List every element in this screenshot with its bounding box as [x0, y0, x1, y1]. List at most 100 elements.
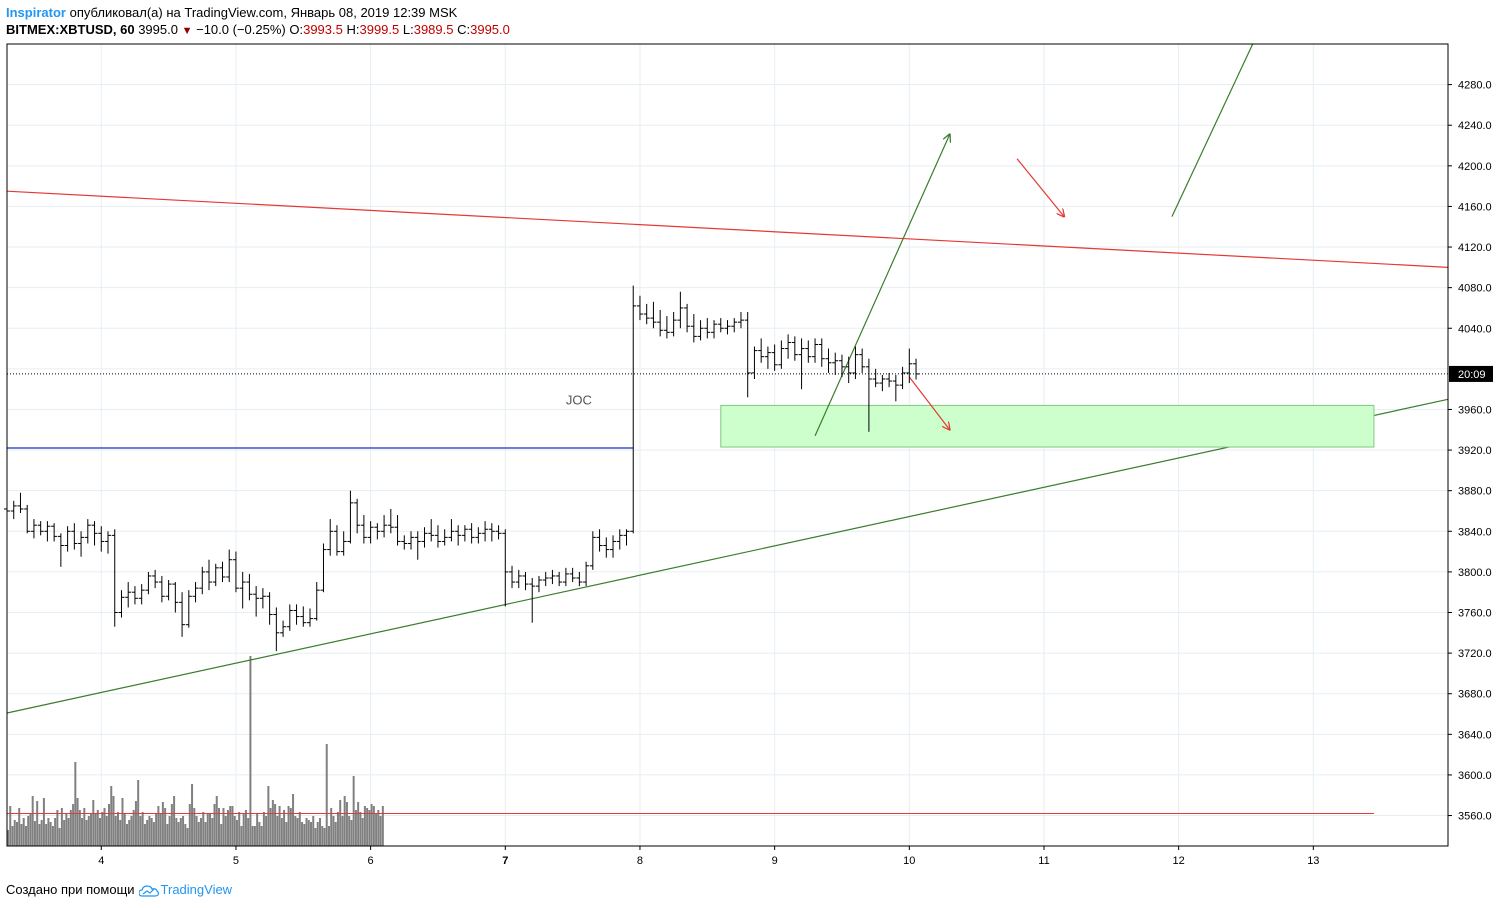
volume-bar — [177, 822, 180, 846]
volume-bar — [215, 796, 218, 846]
demand-zone[interactable] — [720, 404, 1375, 448]
plot-border — [6, 43, 1449, 847]
volume-bar — [325, 744, 328, 846]
volume-bar — [155, 814, 158, 846]
ohlc-bar — [360, 515, 367, 544]
x-tick-label: 12 — [1173, 855, 1185, 867]
author-link[interactable]: Inspirator — [6, 5, 66, 20]
volume-bar — [7, 830, 9, 846]
volume-bar — [173, 796, 176, 846]
arrow-down-2[interactable] — [1016, 158, 1064, 217]
chart-drawings[interactable]: JOC — [6, 43, 1449, 714]
y-tick-label: 3760.0 — [1458, 608, 1492, 620]
ohlc-bar — [704, 318, 711, 339]
volume-bar — [318, 818, 321, 846]
volume-bar — [150, 818, 153, 846]
volume-bar — [137, 780, 140, 846]
volume-bar — [231, 806, 234, 846]
volume-bar — [125, 824, 128, 846]
ohlc-bar — [374, 523, 381, 540]
volume-bar — [341, 816, 344, 846]
y-tick-label: 3880.0 — [1458, 486, 1492, 498]
ohlc-bar — [643, 303, 650, 325]
volume-bar — [339, 800, 342, 846]
low-label: L: — [402, 22, 414, 37]
arrow-up-1[interactable] — [814, 134, 950, 437]
ohlc-bar — [71, 523, 78, 550]
ohlc-bar — [468, 523, 475, 544]
arrow-down-1[interactable] — [908, 376, 949, 430]
volume-bar — [316, 822, 319, 846]
time-axis[interactable]: 4 5 6 7 8 9 10 11 12 13 — [98, 846, 1319, 867]
volume-bar — [65, 814, 68, 846]
ohlc-bar — [785, 334, 792, 359]
ohlc-bar — [879, 374, 886, 392]
y-tick-label: 4120.0 — [1458, 242, 1492, 254]
ohlc-bar — [522, 571, 529, 591]
ohlc-bar — [865, 358, 872, 432]
volume-bar — [76, 798, 79, 846]
ohlc-bar — [913, 358, 920, 380]
ohlc-bar — [886, 372, 893, 388]
volume-bar — [292, 794, 295, 846]
ohlc-bar — [717, 318, 724, 333]
volume-bar — [29, 814, 32, 846]
ohlc-bar — [724, 320, 731, 335]
volume-bar — [143, 824, 146, 846]
ohlc-bar — [818, 338, 825, 367]
ohlc-bar — [428, 519, 435, 542]
volume-bar — [310, 822, 313, 846]
symbol-label[interactable]: BITMEX:XBTUSD, 60 — [6, 22, 135, 37]
volume-bar — [222, 808, 225, 846]
volume-bar — [258, 822, 261, 846]
volume-bar — [184, 824, 187, 846]
volume-bar — [280, 818, 283, 846]
volume-bar — [354, 810, 357, 846]
ohlc-bar — [131, 586, 138, 605]
tradingview-cloud-icon — [137, 885, 159, 900]
volume-bar — [274, 804, 277, 846]
ohlc-bar — [327, 519, 334, 556]
y-tick-label: 4040.0 — [1458, 323, 1492, 335]
ohlc-bar — [576, 571, 583, 587]
ohlc-bar — [333, 525, 340, 556]
volume-bar — [157, 806, 160, 846]
down-triangle-icon: ▼ — [181, 25, 193, 37]
y-tick-label: 3600.0 — [1458, 770, 1492, 782]
tradingview-link[interactable]: TradingView — [160, 882, 233, 897]
volume-bar — [330, 808, 333, 846]
volume-bar — [265, 816, 268, 846]
y-tick-label: 3960.0 — [1458, 404, 1492, 416]
volume-bar — [303, 824, 306, 846]
volume-bar — [38, 824, 41, 846]
volume-bar — [323, 828, 326, 846]
ohlc-bar — [515, 569, 522, 589]
volume-bar — [123, 814, 126, 846]
volume-bar — [69, 810, 72, 846]
footer-credit: Создано при помощи TradingView — [6, 882, 232, 900]
volume-bar — [141, 812, 144, 846]
price-axis[interactable]: 3560.0 3600.0 3640.0 3680.0 3720.0 3760.0 3800… — [1448, 80, 1493, 823]
ohlc-bar — [630, 285, 637, 534]
volume-bar — [11, 826, 14, 846]
volume-bar — [108, 804, 111, 846]
close-value: 3995.0 — [470, 22, 510, 37]
up-line-2[interactable] — [1171, 43, 1254, 217]
volume-bar — [224, 816, 227, 846]
ohlc-bar — [771, 344, 778, 371]
support-line[interactable] — [6, 398, 1449, 714]
ohlc-bar — [78, 531, 85, 557]
price-tag — [1449, 365, 1493, 382]
volume-bar — [40, 820, 43, 846]
ohlc-bar — [482, 521, 489, 542]
resistance-line[interactable] — [6, 190, 1449, 268]
ohlc-bar — [300, 606, 307, 627]
ohlc-bar — [239, 571, 246, 609]
volume-bar — [15, 822, 18, 846]
volume-bar — [296, 818, 299, 846]
ohlc-bar — [603, 537, 610, 558]
volume-bar — [283, 810, 286, 846]
ohlc-bar — [232, 551, 239, 593]
ohlc-bar — [212, 563, 219, 587]
